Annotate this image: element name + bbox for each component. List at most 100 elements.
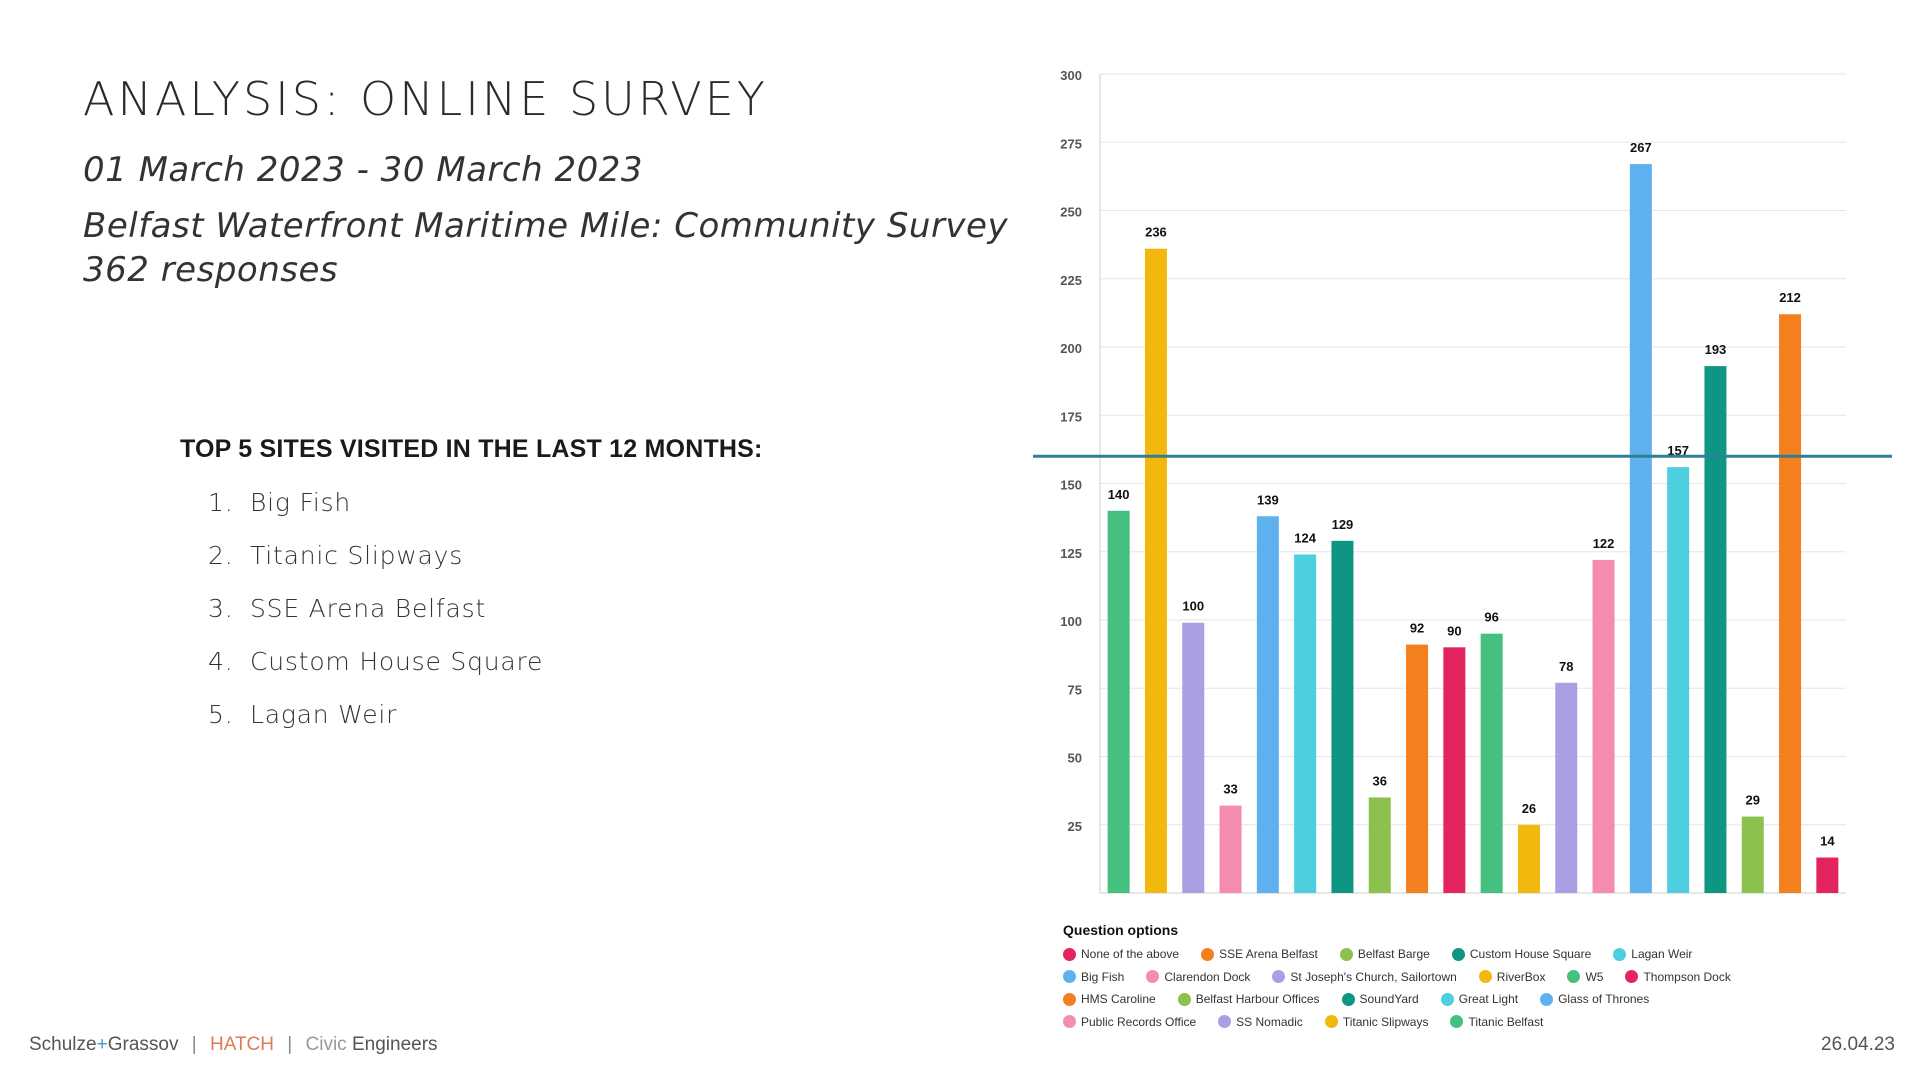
bar	[1331, 540, 1354, 893]
legend-swatch	[1063, 947, 1076, 961]
slide-title: ANALYSIS: ONLINE SURVEY	[83, 72, 768, 126]
response-count: 362 responses	[83, 250, 339, 290]
legend-swatch	[1450, 1015, 1464, 1029]
legend-label: None of the above	[1081, 947, 1180, 962]
legend-swatch	[1339, 947, 1353, 961]
legend-item: Thompson Dock	[1625, 969, 1731, 984]
y-tick-label: 275	[1060, 136, 1082, 151]
legend-swatch	[1063, 992, 1076, 1006]
legend-label: Belfast Harbour Offices	[1195, 992, 1320, 1007]
legend-label: Titanic Slipways	[1342, 1014, 1429, 1029]
bar	[1517, 824, 1540, 893]
y-tick-label: 100	[1060, 614, 1082, 629]
bar	[1592, 559, 1615, 893]
bar	[1368, 797, 1391, 893]
legend-swatch	[1063, 970, 1076, 984]
chart-legend: None of the above SSE Arena Belfast Belfas…	[1063, 943, 1753, 1033]
y-tick-label: 25	[1068, 819, 1082, 834]
legend-item: Glass of Thrones	[1540, 992, 1649, 1006]
list-number: 3.	[208, 594, 234, 623]
legend-swatch	[1177, 992, 1191, 1006]
bar	[1629, 164, 1652, 894]
y-tick-label: 50	[1068, 751, 1082, 766]
brand-hatch: HATCH	[209, 1034, 275, 1055]
bar-chart: 25 50 75 100 125 150 175 200 225 250 275 300 140 236 1…	[1033, 68, 1892, 894]
list-item: 1. Big Fish	[208, 488, 543, 541]
legend-label: St Joseph's Church, Sailortown	[1290, 969, 1457, 984]
data-label: 157	[1667, 443, 1689, 458]
legend-label: Clarendon Dock	[1164, 969, 1251, 984]
data-label: 124	[1294, 530, 1316, 545]
legend-swatch	[1451, 947, 1465, 961]
legend-swatch	[1440, 992, 1454, 1006]
brand-separator: |	[287, 1034, 293, 1055]
legend-label: Custom House Square	[1469, 947, 1592, 962]
brand-civic: Civic	[305, 1034, 347, 1055]
data-label: 140	[1108, 487, 1130, 502]
legend-item: RiverBox	[1478, 969, 1546, 984]
bar	[1779, 314, 1802, 893]
legend-swatch	[1201, 947, 1215, 961]
legend-item: Great Light	[1440, 992, 1518, 1006]
list-number: 2.	[208, 541, 234, 570]
legend-item: St Joseph's Church, Sailortown	[1272, 969, 1457, 984]
legend-swatch	[1478, 970, 1492, 984]
survey-name: Belfast Waterfront Maritime Mile: Commun…	[83, 206, 1009, 246]
legend-item: Public Records Office	[1063, 1015, 1196, 1029]
legend-item: Belfast Barge	[1339, 947, 1430, 961]
legend-item: W5	[1567, 970, 1603, 984]
legend-item: SoundYard	[1341, 992, 1419, 1007]
legend-item: SS Nomadic	[1218, 1015, 1303, 1029]
bar	[1107, 510, 1130, 893]
legend-item: HMS Caroline	[1063, 992, 1156, 1006]
legend-swatch	[1146, 970, 1160, 984]
legend-label: Lagan Weir	[1631, 947, 1693, 962]
list-item: 4. Custom House Square	[208, 647, 543, 700]
list-number: 1.	[208, 488, 234, 517]
list-label: Big Fish	[250, 488, 352, 517]
legend-label: Big Fish	[1081, 969, 1125, 984]
list-item: 3. SSE Arena Belfast	[208, 594, 543, 647]
bar	[1555, 682, 1578, 893]
data-label: 236	[1145, 225, 1167, 240]
legend-swatch	[1272, 970, 1286, 984]
data-label: 14	[1820, 834, 1835, 849]
legend-item: Titanic Belfast	[1450, 1015, 1543, 1029]
brand-separator: |	[191, 1034, 197, 1055]
data-label: 26	[1522, 801, 1536, 816]
bar	[1144, 248, 1167, 894]
brand-plus: +	[96, 1034, 108, 1055]
data-label: 90	[1447, 623, 1461, 638]
legend-swatch	[1613, 947, 1627, 961]
legend-swatch	[1625, 970, 1639, 984]
data-label: 139	[1257, 492, 1279, 507]
y-tick-label: 225	[1060, 273, 1082, 288]
y-tick-label: 125	[1060, 546, 1082, 561]
data-label: 78	[1559, 659, 1573, 674]
y-tick-label: 200	[1060, 341, 1082, 356]
brand-grassov: Grassov	[107, 1034, 179, 1055]
bar	[1294, 554, 1317, 893]
legend-label: Thompson Dock	[1643, 969, 1731, 984]
bar	[1704, 366, 1727, 893]
legend-label: SS Nomadic	[1236, 1014, 1303, 1029]
legend-label: SoundYard	[1359, 992, 1419, 1007]
bar	[1256, 516, 1279, 893]
legend-item: Belfast Harbour Offices	[1177, 992, 1320, 1007]
list-label: SSE Arena Belfast	[250, 594, 487, 623]
legend-label: RiverBox	[1496, 969, 1546, 984]
legend-swatch	[1218, 1015, 1232, 1029]
list-label: Lagan Weir	[250, 700, 398, 729]
list-label: Titanic Slipways	[250, 541, 464, 570]
legend-item: Titanic Slipways	[1324, 1014, 1429, 1029]
legend-row: HMS Caroline Belfast Harbour Offices Sound…	[1063, 988, 1753, 1011]
bar	[1480, 633, 1503, 893]
y-tick-label: 150	[1060, 478, 1082, 493]
legend-item: Lagan Weir	[1613, 947, 1692, 961]
legend-row: Big Fish Clarendon Dock St Joseph's Church…	[1063, 966, 1753, 989]
data-label: 33	[1223, 782, 1237, 797]
footer-brand: Schulze+Grassov | HATCH | Civic Engineer…	[29, 1034, 438, 1056]
legend-swatch	[1567, 970, 1581, 984]
data-label: 129	[1332, 517, 1354, 532]
data-label: 212	[1779, 290, 1801, 305]
